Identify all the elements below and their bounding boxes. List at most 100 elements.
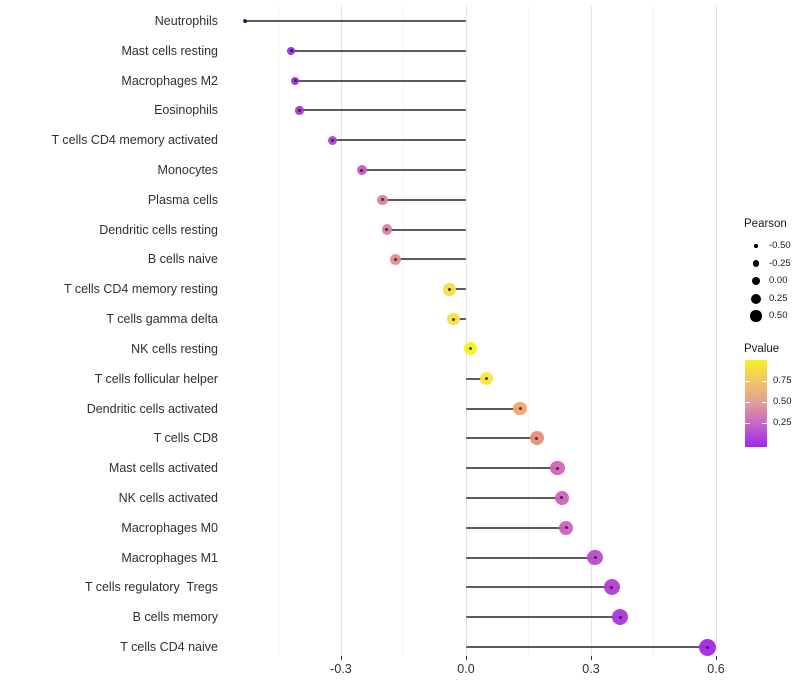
lollipop-stem <box>291 49 466 52</box>
legend-size-dot <box>754 244 758 248</box>
y-axis-label: T cells gamma delta <box>106 312 218 327</box>
legend-size-dot <box>752 260 760 267</box>
stem-endpoint-cap <box>447 287 451 291</box>
stem-endpoint-cap <box>485 377 489 381</box>
lollipop-stem <box>332 139 466 142</box>
x-tick-mark <box>465 656 467 660</box>
y-axis-label: Eosinophils <box>154 103 218 118</box>
gridline-minor <box>653 6 654 656</box>
stem-endpoint-cap <box>468 347 472 351</box>
y-axis-label: Mast cells resting <box>121 43 218 58</box>
y-axis-label: Monocytes <box>157 163 218 178</box>
y-axis-label: T cells CD4 memory activated <box>51 133 219 148</box>
gradient-tick-label: 0.25 <box>773 417 792 428</box>
lollipop-stem <box>466 616 621 619</box>
gradient-tick-left <box>745 381 750 382</box>
x-tick-label: -0.3 <box>330 662 352 676</box>
lollipop-stem <box>466 407 521 410</box>
stem-endpoint-cap <box>381 198 385 202</box>
lollipop-stem <box>453 318 466 321</box>
lollipop-stem <box>466 377 487 380</box>
lollipop-stem <box>295 79 466 82</box>
legend-pvalue-title: Pvalue <box>744 343 780 355</box>
y-axis-label: Dendritic cells resting <box>99 222 218 237</box>
y-axis-label: B cells memory <box>132 610 218 625</box>
gradient-tick-right <box>762 402 767 403</box>
legend-size-label: -0.50 <box>769 240 791 251</box>
x-tick-mark <box>715 656 717 660</box>
gridline-major <box>465 6 467 656</box>
stem-endpoint-cap <box>556 466 560 470</box>
gradient-tick-left <box>745 423 750 424</box>
y-axis-label: Macrophages M1 <box>121 550 218 565</box>
legend-size-dot <box>751 293 761 304</box>
stem-endpoint-cap <box>518 407 522 411</box>
stem-endpoint-cap <box>593 556 597 560</box>
lollipop-stem <box>466 467 558 470</box>
legend-size-dot <box>750 310 762 322</box>
stem-endpoint-cap <box>331 138 335 142</box>
legend-pearson-title: Pearson <box>744 218 787 230</box>
y-axis-label: T cells regulatory Tregs <box>84 580 218 595</box>
gradient-tick-label: 0.50 <box>773 396 792 407</box>
legend-size-label: 0.25 <box>769 292 788 304</box>
x-tick-label: 0.6 <box>707 662 725 676</box>
x-tick-label: 0.0 <box>457 662 475 676</box>
y-axis-label: T cells CD4 naive <box>120 640 218 654</box>
stem-endpoint-cap <box>610 585 614 589</box>
y-axis-label: NK cells activated <box>118 490 218 505</box>
lollipop-stem <box>466 496 562 499</box>
stem-endpoint-cap <box>452 317 455 321</box>
lollipop-stem <box>449 288 466 291</box>
stem-endpoint-cap <box>535 436 539 440</box>
stem-endpoint-cap <box>293 79 297 83</box>
stem-endpoint-cap <box>393 257 397 261</box>
y-axis-label: T cells CD8 <box>153 431 218 446</box>
y-axis-label: Plasma cells <box>147 192 218 207</box>
lollipop-stem <box>466 646 708 648</box>
gridline-major <box>715 6 717 656</box>
y-axis-label: Dendritic cells activated <box>86 401 218 416</box>
lollipop-stem <box>386 228 466 231</box>
pvalue-gradient-bar <box>745 360 767 447</box>
stem-endpoint-cap <box>243 19 247 23</box>
legend-size-label: -0.25 <box>769 257 791 269</box>
lollipop-stem <box>466 586 612 589</box>
stem-endpoint-cap <box>385 228 389 232</box>
stem-endpoint-cap <box>706 645 710 649</box>
stem-endpoint-cap <box>560 496 564 500</box>
y-axis-label: B cells naive <box>147 252 218 267</box>
gridline-major <box>590 6 592 656</box>
gradient-tick-right <box>762 423 767 424</box>
lollipop-stem <box>382 198 466 201</box>
y-axis-label: Mast cells activated <box>108 461 218 476</box>
stem-endpoint-cap <box>618 615 622 619</box>
gradient-tick-label: 0.75 <box>773 375 792 386</box>
y-axis-label: Macrophages M0 <box>121 520 218 535</box>
lollipop-stem <box>245 20 466 22</box>
stem-endpoint-cap <box>564 526 568 530</box>
legend-size-label: 0.00 <box>769 275 788 286</box>
y-axis-label: NK cells resting <box>131 341 218 356</box>
stem-endpoint-cap <box>360 168 364 172</box>
lollipop-stem <box>466 556 596 559</box>
y-axis-label: Macrophages M2 <box>121 73 218 88</box>
gridline-minor <box>528 6 529 656</box>
lollipop-stem <box>466 526 566 529</box>
stem-endpoint-cap <box>289 49 293 53</box>
y-axis-label: T cells CD4 memory resting <box>64 282 218 297</box>
lollipop-stem <box>466 437 537 440</box>
x-tick-label: 0.3 <box>582 662 600 676</box>
y-axis-label: T cells follicular helper <box>94 371 218 386</box>
legend-size-label: 0.50 <box>769 310 788 321</box>
gridline-major <box>340 6 342 656</box>
x-tick-mark <box>590 656 592 660</box>
legend-size-dot <box>751 276 761 286</box>
gridline-minor <box>278 6 279 656</box>
lollipop-stem <box>299 109 466 112</box>
y-axis-label: Neutrophils <box>154 14 218 28</box>
lollipop-stem <box>395 258 466 261</box>
x-tick-mark <box>340 656 342 660</box>
gradient-tick-right <box>762 381 767 382</box>
